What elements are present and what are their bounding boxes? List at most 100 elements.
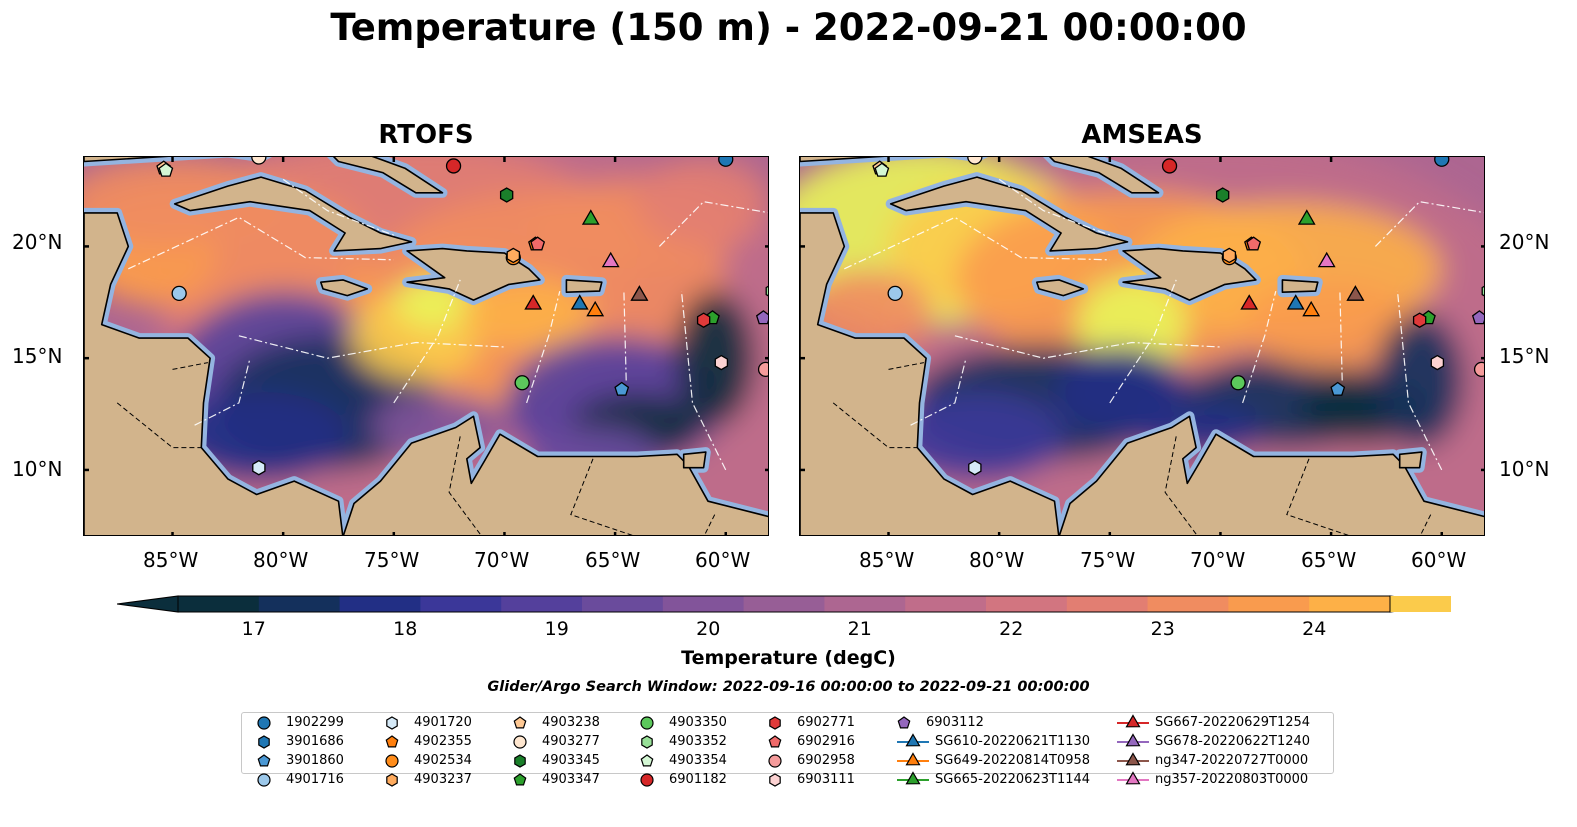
colorbar-bin [1228, 596, 1310, 612]
landmass-8 [1398, 451, 1423, 469]
lon-label-amseas-80: 80°W [969, 548, 1025, 572]
platform-marker-ng347-20220727T0000 [630, 285, 649, 301]
legend-label: ng347-20220727T0000 [1155, 753, 1309, 768]
lat-label-right-15: 15°N [1499, 344, 1550, 368]
legend-item-6902916: 6902916 [767, 732, 892, 751]
landmass-5 [1281, 279, 1319, 293]
colorbar [117, 595, 1451, 613]
legend-item-4903238: 4903238 [512, 713, 637, 732]
platform-marker-4903237 [506, 247, 521, 264]
legend-label: 4903354 [669, 753, 727, 768]
platform-marker-SG610-20220621T1130 [570, 294, 589, 310]
landmass-7 [1048, 157, 1160, 194]
legend-marker-triangle-icon [1117, 714, 1149, 728]
legend-marker-pentagon-icon [897, 716, 911, 729]
colorbar-bin [824, 596, 906, 612]
legend-marker-circle-icon [513, 735, 527, 749]
landmass-1 [1058, 415, 1484, 535]
legend-label: 4901720 [414, 715, 472, 730]
legend-label: 6903111 [797, 772, 855, 787]
legend-item-6902958: 6902958 [767, 751, 892, 770]
legend-item-3901860: 3901860 [256, 751, 381, 770]
lon-label-rtofs-60: 60°W [695, 548, 751, 572]
lon-label-amseas-75: 75°W [1080, 548, 1136, 572]
platform-marker-3901860 [1330, 381, 1346, 396]
colorbar-bin [501, 596, 583, 612]
legend-marker-pentagon-icon [640, 754, 654, 767]
legend-label: 4903237 [414, 772, 472, 787]
colorbar-bin [258, 596, 341, 612]
platform-marker-SG649-20220814T0958 [1302, 300, 1321, 317]
figure-title: Temperature (150 m) - 2022-09-21 00:00:0… [330, 6, 1247, 49]
colorbar-bin [1390, 596, 1451, 612]
colorbar-bin [582, 596, 664, 612]
colorbar-bin [339, 596, 421, 612]
legend-item-4903354: 4903354 [639, 751, 764, 770]
legend-item-SG678-20220622T1240: SG678-20220622T1240 [1116, 732, 1331, 751]
platform-marker-SG610-20220621T1130 [1286, 294, 1305, 310]
legend-marker-pentagon-icon [513, 773, 527, 786]
colorbar-tick-label: 17 [241, 618, 266, 640]
legend-label: 1902299 [286, 715, 344, 730]
legend-item-ng347-20220727T0000: ng347-20220727T0000 [1116, 751, 1331, 770]
legend-marker-circle-icon [257, 773, 271, 787]
legend-marker-pentagon-icon [768, 735, 782, 748]
platform-marker-4903277 [967, 157, 983, 165]
colorbar-label: Temperature (degC) [681, 647, 896, 669]
legend-marker-hexagon-icon [769, 716, 781, 730]
lon-label-amseas-65: 65°W [1301, 548, 1357, 572]
legend-item-4901716: 4901716 [256, 770, 381, 789]
colorbar-tick-label: 20 [696, 618, 721, 640]
landmass-6 [800, 157, 979, 163]
legend-marker-circle-icon [385, 754, 399, 768]
landmass-3 [1122, 247, 1257, 301]
platform-marker-6903112 [755, 310, 768, 325]
colorbar-tick-label: 23 [1150, 618, 1175, 640]
platform-marker-4903345 [499, 187, 514, 203]
landmass-7 [332, 157, 444, 194]
landmass-2 [173, 176, 413, 252]
legend-marker-pentagon-icon [385, 735, 399, 748]
legend-item-4901720: 4901720 [384, 713, 509, 732]
legend-label: 3901686 [286, 734, 344, 749]
colorbar-bin [662, 596, 745, 612]
legend-marker-triangle-icon [1117, 752, 1149, 766]
legend-marker-circle-icon [768, 754, 782, 768]
platform-marker-SG665-20220623T1144 [581, 209, 600, 225]
landmass-2 [889, 176, 1129, 252]
legend-label: 4901716 [286, 772, 344, 787]
legend-label: 6903112 [926, 715, 984, 730]
search-window-text: Glider/Argo Search Window: 2022-09-16 00… [487, 679, 1090, 695]
legend-item-6903112: 6903112 [896, 713, 1111, 732]
legend-label: 4903238 [542, 715, 600, 730]
legend-label: SG678-20220622T1240 [1155, 734, 1311, 749]
platform-marker-SG649-20220814T0958 [586, 300, 605, 317]
lon-label-rtofs-75: 75°W [364, 548, 420, 572]
legend-item-4903237: 4903237 [384, 770, 509, 789]
colorbar-bin [743, 596, 825, 612]
landmass-4 [1036, 279, 1085, 297]
platform-marker-6903112 [1471, 310, 1484, 325]
legend-item-4903352: 4903352 [639, 732, 764, 751]
legend-label: 4903345 [542, 753, 600, 768]
map-canvas-amseas [800, 157, 1484, 535]
platform-marker-ng357-20220803T0000 [601, 251, 620, 268]
landmass-4 [320, 279, 369, 297]
lon-label-rtofs-70: 70°W [474, 548, 530, 572]
landmass-1 [342, 415, 768, 535]
platform-marker-6901182 [445, 158, 462, 174]
platform-marker-6902771 [1412, 312, 1427, 328]
platform-marker-4903352 [1481, 285, 1484, 297]
platform-marker-4901720 [252, 459, 266, 476]
legend-label: 4903352 [669, 734, 727, 749]
platform-marker-1902299 [1434, 157, 1450, 167]
platform-marker-SG665-20220623T1144 [1297, 209, 1316, 225]
platform-marker-4901716 [887, 285, 903, 302]
legend-marker-circle-icon [257, 716, 271, 730]
platform-marker-1902299 [718, 157, 734, 167]
platform-marker-6902958 [1473, 361, 1484, 378]
legend-marker-hexagon-icon [514, 754, 526, 768]
platform-marker-ng347-20220727T0000 [1346, 285, 1365, 301]
legend-marker-triangle-icon [897, 771, 929, 785]
legend-item-4903345: 4903345 [512, 751, 637, 770]
